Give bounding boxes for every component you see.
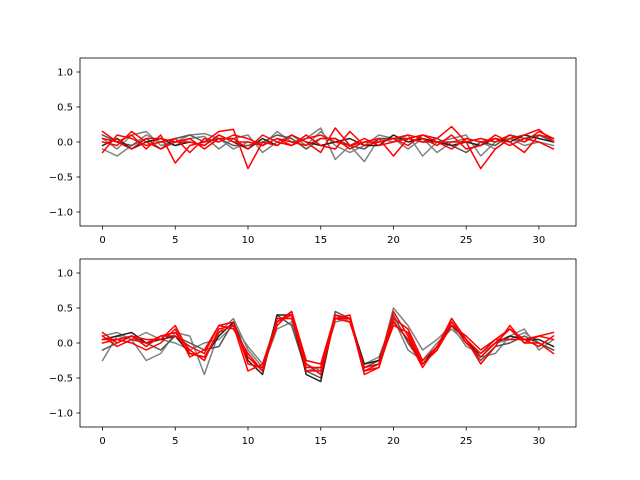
x-tick-label: 5: [172, 436, 178, 447]
x-tick-label: 5: [172, 235, 178, 246]
x-tick-label: 10: [242, 235, 255, 246]
series-line-1-4: [101, 134, 555, 150]
x-tick-label: 25: [460, 235, 473, 246]
y-tick-label: 0.5: [57, 103, 73, 114]
y-tick-label: 0.0: [57, 138, 73, 149]
axes-1: 0 5 10 15 20 25 30 −1.0 −0.5 0.0 0.5 1.0: [49, 57, 577, 246]
series-line-2-5: [101, 310, 555, 376]
x-tick-label: 25: [460, 436, 473, 447]
series-line-1-5: [101, 125, 555, 170]
x-tick-label: 20: [387, 235, 400, 246]
x-tick-label: 10: [242, 436, 255, 447]
y-tick-label: 0.0: [57, 339, 73, 350]
x-tick-label: 30: [533, 235, 546, 246]
y-tick-label: −1.0: [49, 409, 73, 420]
series-line-1-8: [101, 130, 555, 150]
x-tick-label: 20: [387, 436, 400, 447]
x-tick-label: 15: [314, 436, 327, 447]
y-tick-label: −0.5: [49, 374, 73, 385]
y-tick-label: 1.0: [57, 269, 73, 280]
x-tick-label: 30: [533, 436, 546, 447]
y-tick-label: −1.0: [49, 208, 73, 219]
y-tick-label: −0.5: [49, 173, 73, 184]
x-tick-label: 15: [314, 235, 327, 246]
x-tick-label: 0: [99, 436, 105, 447]
axes-2: 0 5 10 15 20 25 30 −1.0 −0.5 0.0 0.5 1.0: [49, 258, 577, 447]
y-tick-label: 0.5: [57, 304, 73, 315]
series-line-2-8: [101, 310, 555, 376]
y-tick-label: 1.0: [57, 68, 73, 79]
x-tick-label: 0: [99, 235, 105, 246]
